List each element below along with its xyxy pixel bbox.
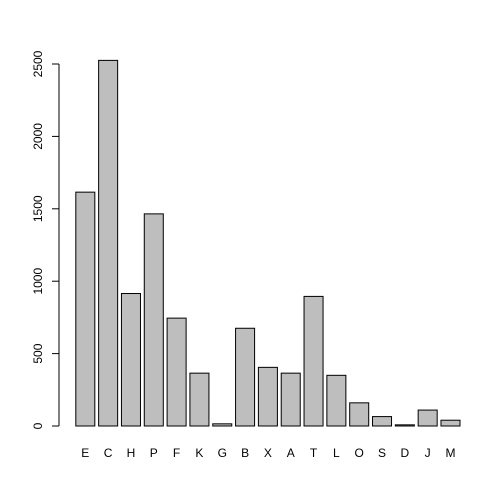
x-tick-label: S <box>378 446 386 460</box>
x-tick-label: F <box>173 446 180 460</box>
y-tick-label: 2500 <box>31 50 45 77</box>
x-tick-label: H <box>127 446 136 460</box>
bar-X <box>257 366 278 427</box>
bar-A <box>280 372 301 427</box>
y-tick-label: 1000 <box>31 268 45 295</box>
bar-H <box>120 293 141 427</box>
x-tick-label: G <box>218 446 227 460</box>
x-tick-label: E <box>81 446 89 460</box>
x-tick-label: K <box>195 446 203 460</box>
bar-S <box>372 416 393 427</box>
bar-K <box>189 372 210 427</box>
y-axis: 0 500 1000 1500 2000 2500 <box>31 50 60 429</box>
x-tick-label: P <box>150 446 158 460</box>
x-tick-label: O <box>355 446 364 460</box>
bar-O <box>349 402 370 427</box>
bar-D <box>394 424 415 427</box>
bar-J <box>417 409 438 427</box>
x-tick-label: J <box>425 446 431 460</box>
bar-P <box>143 213 164 427</box>
x-tick-label: C <box>104 446 113 460</box>
x-tick-label: T <box>310 446 318 460</box>
bar-C <box>98 59 119 427</box>
x-tick-label: D <box>401 446 410 460</box>
bar-T <box>303 295 324 427</box>
y-tick-label: 500 <box>31 343 45 363</box>
x-tick-label: L <box>333 446 340 460</box>
y-tick-label: 2000 <box>31 123 45 150</box>
bar-L <box>326 374 347 427</box>
bar-G <box>212 423 233 427</box>
bar-M <box>440 419 461 427</box>
bar-B <box>235 327 256 427</box>
y-tick-label: 0 <box>31 422 45 429</box>
bars <box>75 59 461 427</box>
y-tick-label: 1500 <box>31 195 45 222</box>
x-tick-label: M <box>445 446 455 460</box>
x-tick-label: B <box>241 446 249 460</box>
bar-E <box>75 191 96 427</box>
x-tick-label: A <box>287 446 295 460</box>
x-tick-label: X <box>264 446 272 460</box>
bar-F <box>166 317 187 427</box>
